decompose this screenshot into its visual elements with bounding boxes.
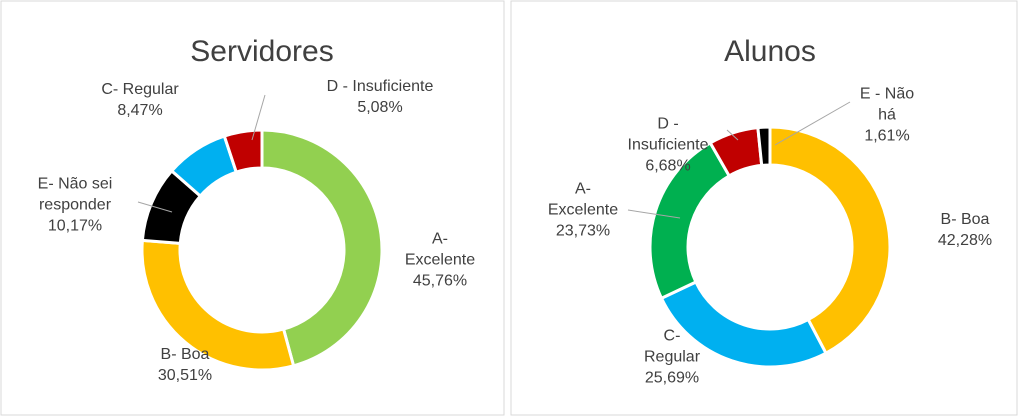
slice xyxy=(768,125,892,356)
value-label: 8,47% xyxy=(117,102,163,119)
chart-title: Alunos xyxy=(724,35,816,68)
value-label: 6,68% xyxy=(645,157,691,175)
value-label: 42,28% xyxy=(937,232,993,249)
value-label: 5,08% xyxy=(357,99,403,116)
leader-line xyxy=(726,129,739,141)
leader-line xyxy=(137,201,173,213)
category: B- Boa xyxy=(160,346,210,363)
value-label: 10,17% xyxy=(47,217,103,235)
data-label: D - Insuficiente 6,68% xyxy=(621,114,716,177)
slice xyxy=(756,125,772,168)
value-label: 25,69% xyxy=(644,369,700,387)
value-label: 1,61% xyxy=(864,127,910,145)
slice xyxy=(140,238,296,372)
category: D - Insuficiente xyxy=(326,78,434,95)
data-label: B- Boa 30,51% xyxy=(140,344,230,386)
value-label: 45,76% xyxy=(412,272,468,290)
value-label: 30,51% xyxy=(157,367,213,384)
value-label: 23,73% xyxy=(555,222,611,240)
category: A- Excelente xyxy=(547,180,619,219)
leader-line xyxy=(774,101,851,146)
category: E - Não há xyxy=(859,85,915,124)
data-label: D - Insuficiente 5,08% xyxy=(300,76,460,118)
slice xyxy=(222,128,264,175)
leader-line xyxy=(251,94,266,141)
data-label: C- Regular 25,69% xyxy=(637,326,707,389)
category: D - Insuficiente xyxy=(627,115,709,154)
data-label: A- Excelente 23,73% xyxy=(538,179,628,242)
category: C- Regular xyxy=(101,81,179,98)
data-label: C- Regular 8,47% xyxy=(85,79,195,121)
data-label: A- Excelente 45,76% xyxy=(395,229,485,292)
category: E- Não sei responder xyxy=(37,175,113,214)
slice xyxy=(260,128,384,368)
category: B- Boa xyxy=(940,211,990,228)
data-label: E - Não há 1,61% xyxy=(852,84,922,147)
chart-title: Servidores xyxy=(190,35,334,68)
data-label: B- Boa 42,28% xyxy=(920,209,1010,251)
leader-line xyxy=(627,209,681,219)
data-label: E- Não sei responder 10,17% xyxy=(28,174,123,237)
category: A- Excelente xyxy=(404,230,476,269)
category: C- Regular xyxy=(643,327,701,366)
